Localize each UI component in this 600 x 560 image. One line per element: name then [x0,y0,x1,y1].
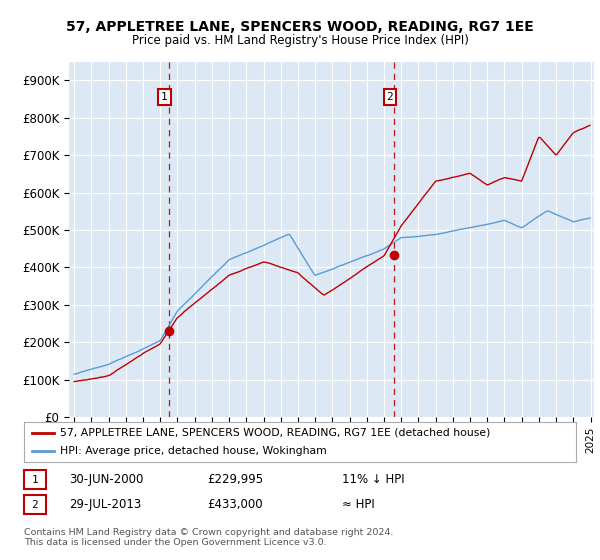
Text: 1: 1 [161,92,168,102]
Text: ≈ HPI: ≈ HPI [342,498,375,511]
Text: HPI: Average price, detached house, Wokingham: HPI: Average price, detached house, Woki… [60,446,326,456]
Text: £229,995: £229,995 [207,473,263,487]
Text: 29-JUL-2013: 29-JUL-2013 [69,498,141,511]
Text: 1: 1 [31,475,38,485]
Text: 2: 2 [386,92,393,102]
Text: Contains HM Land Registry data © Crown copyright and database right 2024.
This d: Contains HM Land Registry data © Crown c… [24,528,394,547]
Text: 2: 2 [31,500,38,510]
Text: 30-JUN-2000: 30-JUN-2000 [69,473,143,487]
Text: 11% ↓ HPI: 11% ↓ HPI [342,473,404,487]
Text: Price paid vs. HM Land Registry's House Price Index (HPI): Price paid vs. HM Land Registry's House … [131,34,469,46]
Text: 57, APPLETREE LANE, SPENCERS WOOD, READING, RG7 1EE: 57, APPLETREE LANE, SPENCERS WOOD, READI… [66,20,534,34]
Text: £433,000: £433,000 [207,498,263,511]
Text: 57, APPLETREE LANE, SPENCERS WOOD, READING, RG7 1EE (detached house): 57, APPLETREE LANE, SPENCERS WOOD, READI… [60,428,490,437]
